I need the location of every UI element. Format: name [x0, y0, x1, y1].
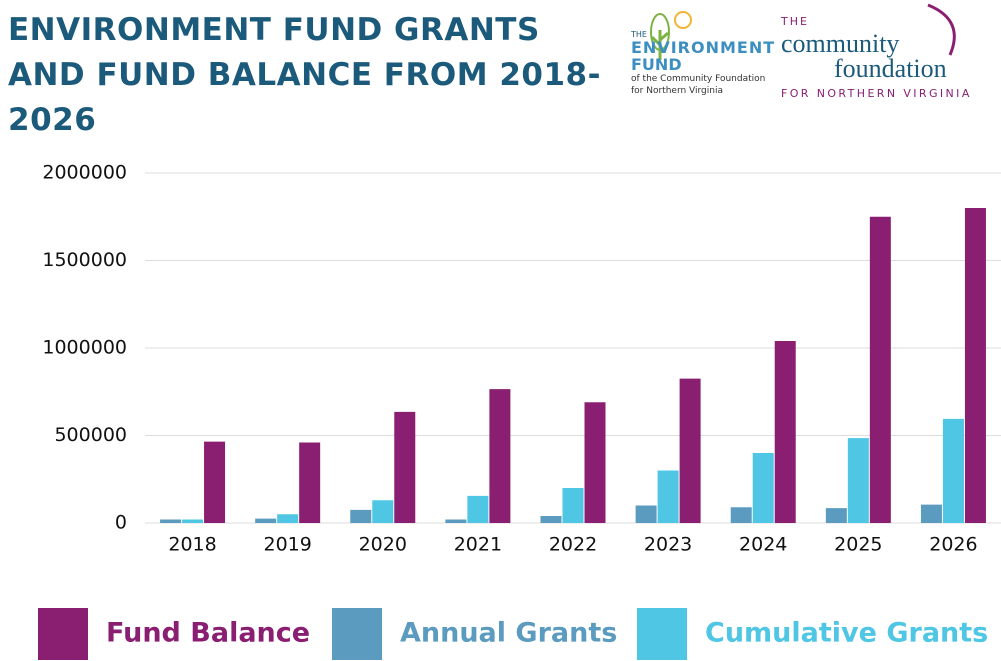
x-tick-label: 2018: [168, 534, 216, 556]
tree-icon: [650, 13, 670, 51]
bar: [467, 495, 489, 523]
bar: [635, 505, 657, 523]
logo-text: THE: [630, 30, 647, 39]
sun-icon: [674, 11, 692, 29]
bar: [774, 341, 796, 523]
legend-label: Cumulative Grants: [705, 618, 988, 649]
legend-swatch: [637, 608, 687, 660]
bar: [445, 519, 467, 523]
x-tick-label: 2023: [644, 534, 692, 556]
x-tick-label: 2026: [929, 534, 977, 556]
bar: [350, 509, 372, 523]
bar: [920, 504, 942, 523]
bar: [679, 378, 701, 523]
bar: [540, 516, 562, 523]
x-tick-label: 2019: [263, 534, 311, 556]
bar: [752, 453, 774, 523]
bar: [394, 411, 416, 523]
bar: [869, 216, 891, 523]
logo-text: for Northern Virginia: [631, 86, 723, 96]
x-tick-label: 2021: [454, 534, 502, 556]
x-tick-label: 2022: [549, 534, 597, 556]
logo-text: THE: [780, 15, 809, 28]
bar: [182, 519, 204, 523]
y-tick-label: 0: [115, 512, 127, 534]
logo-text: community: [781, 29, 899, 58]
bar: [489, 389, 511, 523]
bar: [825, 508, 847, 523]
x-tick-label: 2025: [834, 534, 882, 556]
bar: [730, 507, 752, 523]
logo-left: THE ENVIRONMENT FUND of the Community Fo…: [630, 11, 775, 96]
bar: [847, 438, 869, 523]
bar: [299, 442, 321, 523]
logo-text: foundation: [834, 54, 947, 83]
tree-icon: [650, 30, 669, 60]
bar: [562, 488, 584, 523]
legend-label: Fund Balance: [106, 618, 310, 649]
bar: [372, 500, 394, 523]
bar: [277, 514, 299, 523]
logo-swoosh: [927, 3, 956, 56]
bar: [255, 518, 277, 523]
logo-right: THE community foundation FOR NORTHERN VI…: [780, 3, 972, 100]
y-tick-label: 1500000: [42, 249, 127, 271]
y-tick-label: 2000000: [42, 162, 127, 184]
chart-title: ENVIRONMENT FUND GRANTS AND FUND BALANCE…: [8, 12, 601, 138]
logo-text: of the Community Foundation: [631, 74, 765, 84]
x-tick-label: 2024: [739, 534, 787, 556]
bar: [160, 519, 182, 523]
logo-text: FOR NORTHERN VIRGINIA: [781, 87, 972, 100]
bar: [964, 208, 986, 523]
y-tick-label: 500000: [54, 424, 127, 446]
bar: [204, 441, 226, 523]
x-tick-label: 2020: [359, 534, 407, 556]
legend-swatch: [332, 608, 382, 660]
legend-swatch: [38, 608, 88, 660]
bar: [657, 470, 679, 523]
bar: [584, 402, 606, 523]
logo-text: FUND: [631, 55, 682, 74]
legend-label: Annual Grants: [400, 618, 617, 649]
y-tick-label: 1000000: [42, 337, 127, 359]
logo-text: ENVIRONMENT: [631, 38, 775, 57]
bar: [942, 418, 964, 523]
